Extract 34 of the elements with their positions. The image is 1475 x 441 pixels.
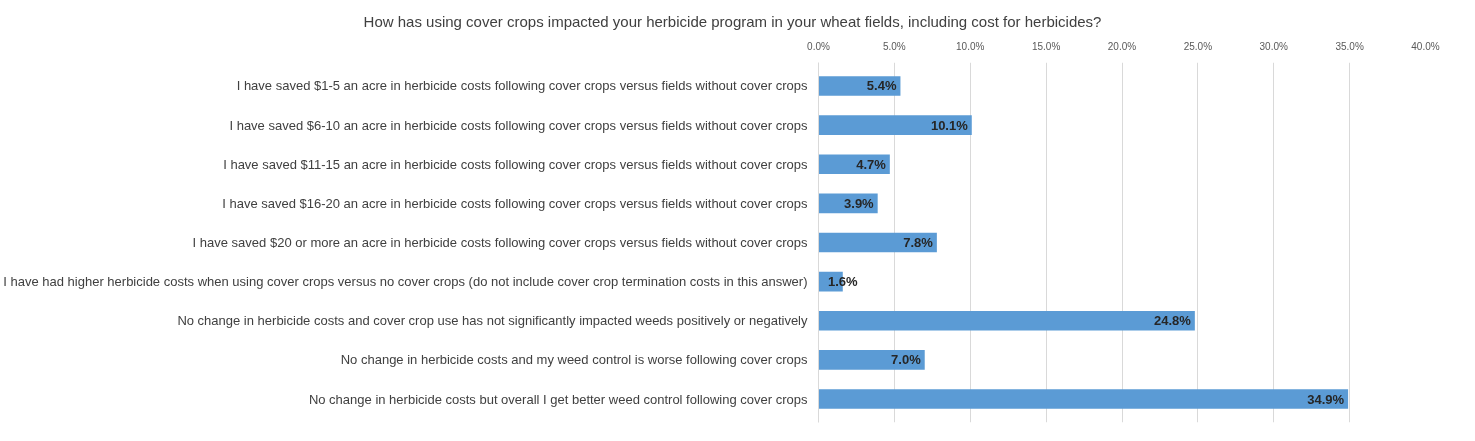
bar xyxy=(818,154,890,175)
bar xyxy=(818,76,901,97)
data-label: 3.9% xyxy=(844,196,875,212)
data-label: 7.0% xyxy=(891,352,922,368)
bar xyxy=(818,350,925,371)
data-label: 24.8% xyxy=(1153,313,1192,329)
x-tick-label: 15.0% xyxy=(1031,40,1061,52)
y-tick-label: I have saved $11-15 an acre in herbicide costs following cover crops versus fields without cover crops xyxy=(223,157,808,173)
data-label: 7.8% xyxy=(903,235,934,251)
data-label: 5.4% xyxy=(866,78,897,94)
x-tick-label: 25.0% xyxy=(1183,40,1213,52)
x-tick-label: 5.0% xyxy=(882,40,906,52)
y-tick-label: No change in herbicide costs and my weed control is worse following cover crops xyxy=(340,352,808,368)
x-tick-label: 10.0% xyxy=(956,40,985,52)
y-tick-label: I have saved $20 or more an acre in herbicide costs following cover crops versus fields without cover crops xyxy=(192,235,808,251)
bar xyxy=(818,389,1349,410)
x-tick-label: 30.0% xyxy=(1259,40,1289,52)
y-tick-label: I have saved $6-10 an acre in herbicide costs following cover crops versus fields without cover crops xyxy=(229,118,808,134)
data-label: 4.7% xyxy=(856,157,887,173)
bar xyxy=(818,311,1195,331)
x-tick-label: 40.0% xyxy=(1411,40,1440,52)
y-tick-label: No change in herbicide costs but overall I get better weed control following cover crops xyxy=(308,391,808,407)
y-tick-label: No change in herbicide costs and cover crop use has not significantly impacted weeds positively or negatively xyxy=(177,313,808,329)
data-label: 10.1% xyxy=(930,118,969,134)
y-tick-label: I have saved $1-5 an acre in herbicide costs following cover crops versus fields without cover crops xyxy=(236,78,808,94)
y-tick-label: I have saved $16-20 an acre in herbicide costs following cover crops versus fields without cover crops xyxy=(222,196,808,212)
y-tick-label: I have had higher herbicide costs when using cover crops versus no cover crops (do not include cover crop termination costs in this answer) xyxy=(3,274,808,290)
x-tick-label: 35.0% xyxy=(1335,40,1364,52)
data-label: 34.9% xyxy=(1307,391,1345,407)
x-tick-label: 20.0% xyxy=(1107,40,1137,52)
x-tick-label: 0.0% xyxy=(807,40,830,52)
data-label: 1.6% xyxy=(827,274,859,290)
chart-title: How has using cover crops impacted your herbicide program in your wheat fields, including cost for herbicides? xyxy=(363,12,1102,32)
bar xyxy=(818,115,972,136)
